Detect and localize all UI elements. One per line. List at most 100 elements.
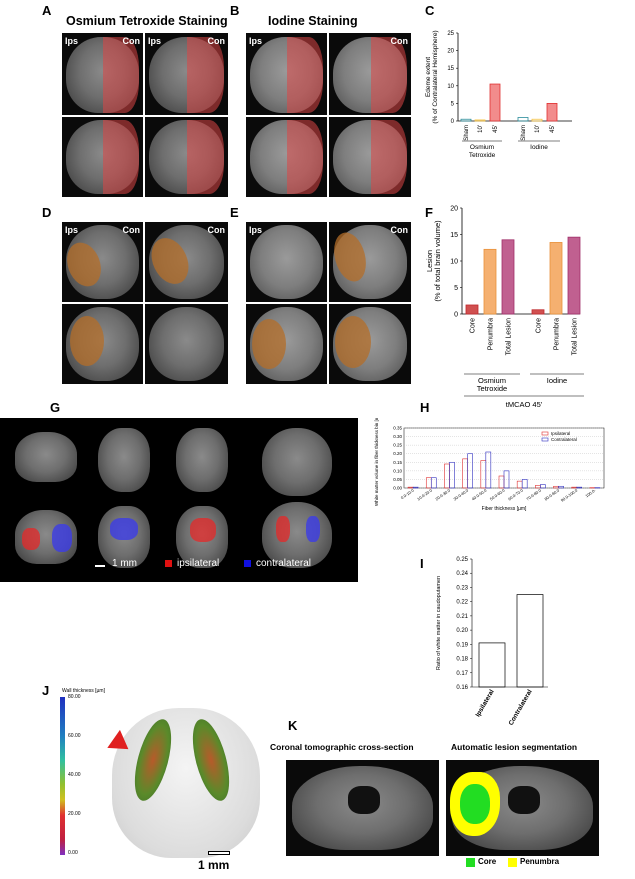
h-xtick-label: 30.0-40.0 <box>452 487 469 501</box>
panel-i-chart: 0.16 0.17 0.18 0.19 0.20 0.21 0.22 0.23 0.24 0.25… <box>436 557 548 727</box>
a-tile-4 <box>145 117 228 197</box>
h-bar <box>480 460 487 489</box>
panel-c-chart: 0 5 10 15 20 25 Edeme extent(% of Contralatera… <box>425 30 572 159</box>
h-legend-label: Ipsilateral <box>551 431 570 436</box>
f-group-label: Osmium <box>478 376 506 385</box>
h-xtick-label: 60.0-70.0 <box>507 487 524 501</box>
f-xtick-label: Core <box>536 318 543 333</box>
h-bar <box>498 475 505 489</box>
g-ips-label: ipsilateral <box>177 558 220 569</box>
f-group-label: Tetroxide <box>477 384 507 393</box>
i-bar <box>516 594 544 688</box>
c-xtick-label: 45' <box>550 125 556 133</box>
h-xtick-label: 0.0-10.0 <box>400 487 416 500</box>
g-con-label: contralateral <box>256 558 312 569</box>
panel-f-chart: 0 5 10 15 20 Lesion(% of total brain volume) C… <box>425 206 584 409</box>
c-xtick-label: Sham <box>464 125 470 141</box>
i-ytick-label: 0.20 <box>456 628 468 634</box>
f-xtick-label: Total Lesion <box>506 318 513 355</box>
i-ytick-label: 0.17 <box>456 671 468 677</box>
c-xtick-label: 10' <box>535 125 541 133</box>
panel-f-letter: F <box>425 205 433 220</box>
h-bar <box>462 458 468 489</box>
c-ytick-label: 20 <box>447 49 454 55</box>
h-xtick-label: 10.0-20.0 <box>416 487 433 501</box>
f-group-caption: tMCAO 45' <box>506 400 543 409</box>
k-core-swatch <box>466 858 475 867</box>
h-ytick-label: 0.35 <box>393 426 402 431</box>
c-bar <box>546 103 558 122</box>
k-left-title: Coronal tomographic cross-section <box>270 742 414 752</box>
h-bar <box>516 480 523 489</box>
j-scale-bar <box>208 851 230 855</box>
k-right-title: Automatic lesion segmentation <box>451 742 578 752</box>
j-tick-4: 0.00 <box>68 850 78 856</box>
h-legend-swatch <box>541 431 549 436</box>
h-ytick-label: 0.20 <box>393 451 402 456</box>
a-tile-2: Ips Con <box>145 33 228 115</box>
i-ytick-label: 0.25 <box>456 557 468 563</box>
h-ytick-label: 0.10 <box>393 468 402 473</box>
h-bar <box>412 486 419 489</box>
panel-g-image: 1 mm ipsilateral contralateral <box>0 418 358 582</box>
h-xtick-label: 70.0-80.0 <box>525 487 542 501</box>
f-ytick-label: 20 <box>450 206 458 213</box>
f-xtick-label: Total Lesion <box>572 318 579 355</box>
panel-d-letter: D <box>42 205 52 220</box>
h-ytick-label: 0.30 <box>393 434 402 439</box>
h-xlabel: Fiber thickness [µm] <box>482 506 527 512</box>
e-ips-label: Ips <box>249 225 263 235</box>
a-ips-label-2: Ips <box>148 36 162 46</box>
b-ips-label: Ips <box>249 36 263 46</box>
panel-h-chart: 0.00 0.05 0.10 0.15 0.20 0.25 0.30 0.35 White ma… <box>374 418 605 512</box>
panel-j-letter: J <box>42 683 50 698</box>
f-group-label: Iodine <box>547 376 567 385</box>
h-xtick-label: 20.0-30.0 <box>434 487 451 501</box>
i-ylabel: Ratio of white matter in caudoputamen <box>436 576 442 670</box>
f-xtick-label: Penumbra <box>488 318 495 350</box>
i-ytick-label: 0.21 <box>456 614 468 620</box>
c-xtick-label: 45' <box>493 125 499 133</box>
b-con-label: Con <box>390 36 409 46</box>
h-bar <box>485 451 492 489</box>
f-xtick-label: Penumbra <box>554 318 561 350</box>
panel-k-letter: K <box>288 718 298 733</box>
c-ytick-label: 5 <box>451 101 455 107</box>
h-bar <box>540 484 546 489</box>
i-ytick-label: 0.24 <box>456 571 468 577</box>
f-ytick-label: 15 <box>450 232 458 239</box>
f-bar <box>483 248 497 315</box>
f-ytick-label: 5 <box>454 285 458 292</box>
panel-c-letter: C <box>425 3 435 18</box>
f-bar <box>567 236 581 315</box>
panel-h-letter: H <box>420 400 430 415</box>
b-tile-1: Ips <box>246 33 327 115</box>
i-ytick-label: 0.22 <box>456 600 468 606</box>
h-bar <box>430 477 437 489</box>
panel-i-letter: I <box>420 556 424 571</box>
i-ytick-label: 0.23 <box>456 585 468 591</box>
d-tile-4 <box>145 304 228 384</box>
h-xtick-label: 100.0- <box>584 487 597 498</box>
c-bar <box>474 119 486 122</box>
j-brain-render <box>112 708 260 858</box>
e-tile-1: Ips <box>246 222 327 302</box>
i-ytick-label: 0.18 <box>456 657 468 663</box>
c-bar <box>517 117 529 122</box>
i-xtick-label: Contralateral <box>508 688 534 726</box>
h-ylabel: White matter volume in fiber thickness b… <box>374 418 379 506</box>
e-con-label: Con <box>390 225 409 235</box>
h-ytick-label: 0.05 <box>393 477 402 482</box>
h-ytick-label: 0.00 <box>393 486 402 491</box>
f-bar <box>465 304 479 315</box>
h-xtick-label: 40.0-50.0 <box>471 487 488 501</box>
d-tile-1: Ips Con <box>62 222 143 302</box>
a-tile-1: Ips Con <box>62 33 143 115</box>
h-ytick-label: 0.25 <box>393 443 402 448</box>
h-bar <box>576 486 583 489</box>
panel-g-letter: G <box>50 400 61 415</box>
f-ytick-label: 10 <box>450 259 458 266</box>
c-ytick-label: 25 <box>447 31 454 37</box>
c-ytick-label: 10 <box>447 84 454 90</box>
c-bar <box>460 118 472 122</box>
